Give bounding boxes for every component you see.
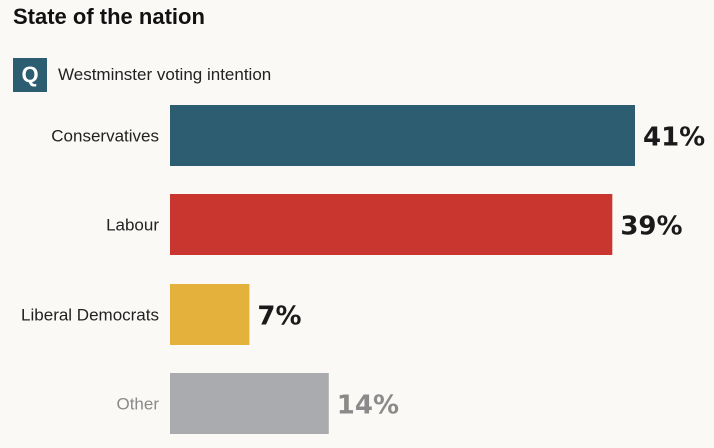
category-label: Conservatives	[51, 127, 159, 146]
bar-conservatives	[170, 105, 635, 166]
category-label: Labour	[106, 216, 159, 235]
value-label: 39%	[620, 212, 682, 242]
bar-labour	[170, 194, 613, 255]
category-label: Liberal Democrats	[21, 306, 159, 325]
value-label: 14%	[337, 391, 399, 421]
chart-title: State of the nation	[13, 4, 205, 29]
category-label: Other	[116, 395, 159, 414]
question-row: Q Westminster voting intention	[13, 58, 271, 92]
bar-other	[170, 373, 329, 434]
question-text: Westminster voting intention	[58, 65, 272, 84]
value-label: 41%	[643, 123, 705, 153]
bar-liberal-democrats	[170, 284, 250, 345]
question-badge: Q	[13, 58, 47, 92]
value-label: 7%	[257, 302, 301, 332]
